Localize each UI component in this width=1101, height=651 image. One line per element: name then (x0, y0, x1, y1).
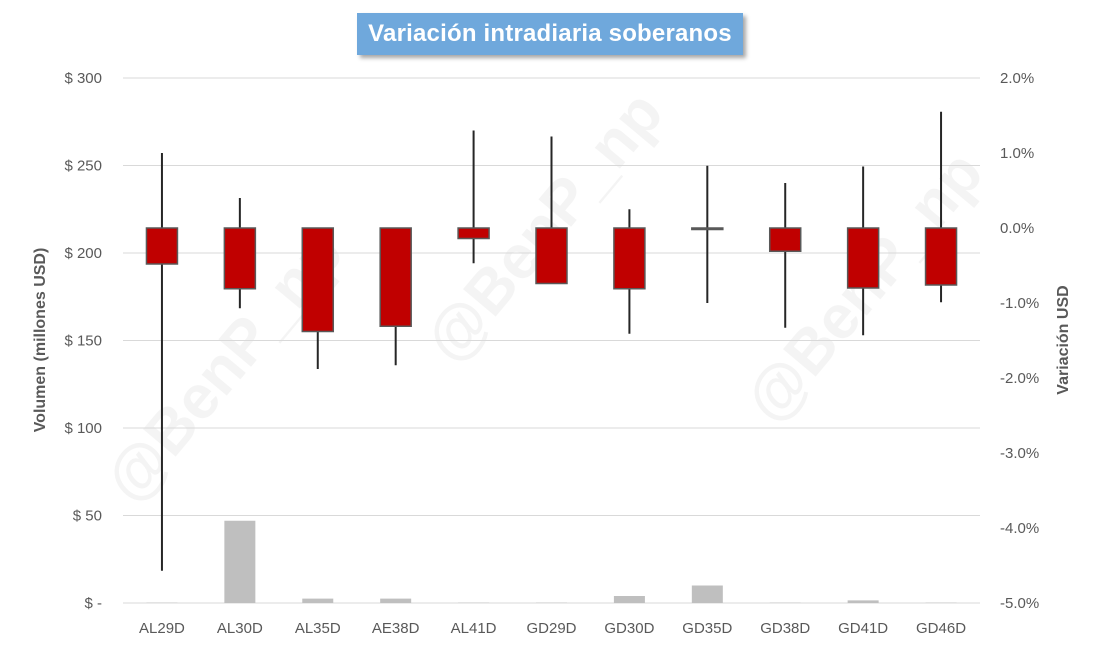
candle-body (301, 227, 335, 333)
candle-body (924, 227, 958, 286)
right-tick-label: 1.0% (1000, 145, 1034, 162)
left-tick-label: $ 200 (64, 245, 102, 262)
right-tick-label: -5.0% (1000, 595, 1039, 612)
volume-bars (146, 520, 957, 603)
category-labels: AL29D AL30D AL35D AE38D AL41D GD29D GD30D GD35D… (139, 620, 966, 637)
candle-body (379, 227, 412, 327)
right-axis-title: Variación USD (1055, 285, 1072, 394)
right-tick-label: 0.0% (1000, 220, 1034, 237)
left-tick-label: $ 250 (64, 158, 102, 175)
volume-bar (302, 598, 334, 603)
candle-body (457, 227, 490, 240)
left-tick-label: $ 300 (64, 70, 102, 87)
left-tick-label: $ 150 (64, 333, 102, 350)
candle-body (691, 227, 724, 231)
category-label: AL30D (217, 620, 263, 637)
category-label: GD29D (526, 620, 576, 637)
category-label: AL35D (295, 620, 341, 637)
category-label: AE38D (372, 620, 420, 637)
volume-bar (224, 520, 256, 603)
left-tick-label: $ 50 (73, 508, 102, 525)
chart-title-box: Variación intradiaria soberanos (357, 13, 743, 55)
right-tick-label: -2.0% (1000, 370, 1039, 387)
left-axis-ticks: $ - $ 50 $ 100 $ 150 $ 200 $ 250 $ 300 (64, 70, 102, 612)
category-label: GD41D (838, 620, 888, 637)
right-tick-label: -4.0% (1000, 520, 1039, 537)
volume-bar (847, 600, 879, 603)
category-label: GD46D (916, 620, 966, 637)
candle-body (768, 227, 802, 252)
category-label: AL29D (139, 620, 185, 637)
candle-body (535, 227, 568, 285)
right-tick-label: -3.0% (1000, 445, 1039, 462)
left-tick-label: $ - (84, 595, 102, 612)
candle-body (145, 227, 179, 265)
category-label: GD38D (760, 620, 810, 637)
watermark-layer: @BenP_np@BenP_np@BenP_np (92, 79, 996, 516)
right-tick-label: -1.0% (1000, 295, 1039, 312)
category-label: AL41D (451, 620, 497, 637)
volume-bar (691, 585, 723, 603)
candles (145, 111, 958, 571)
volume-bar (380, 598, 412, 603)
watermark-text: @BenP_np (412, 79, 676, 376)
category-label: GD35D (682, 620, 732, 637)
right-tick-label: 2.0% (1000, 70, 1034, 87)
chart-title: Variación intradiaria soberanos (368, 20, 732, 47)
candle-body (846, 227, 880, 289)
right-axis-ticks: -5.0% -4.0% -3.0% -2.0% -1.0% 0.0% 1.0% 2.0% (1000, 70, 1039, 612)
volume-bar (613, 596, 645, 603)
candle-body (223, 227, 257, 290)
candle-body (613, 227, 646, 290)
left-tick-label: $ 100 (64, 420, 102, 437)
left-axis-title: Volumen (millones USD) (32, 248, 49, 433)
category-label: GD30D (604, 620, 654, 637)
